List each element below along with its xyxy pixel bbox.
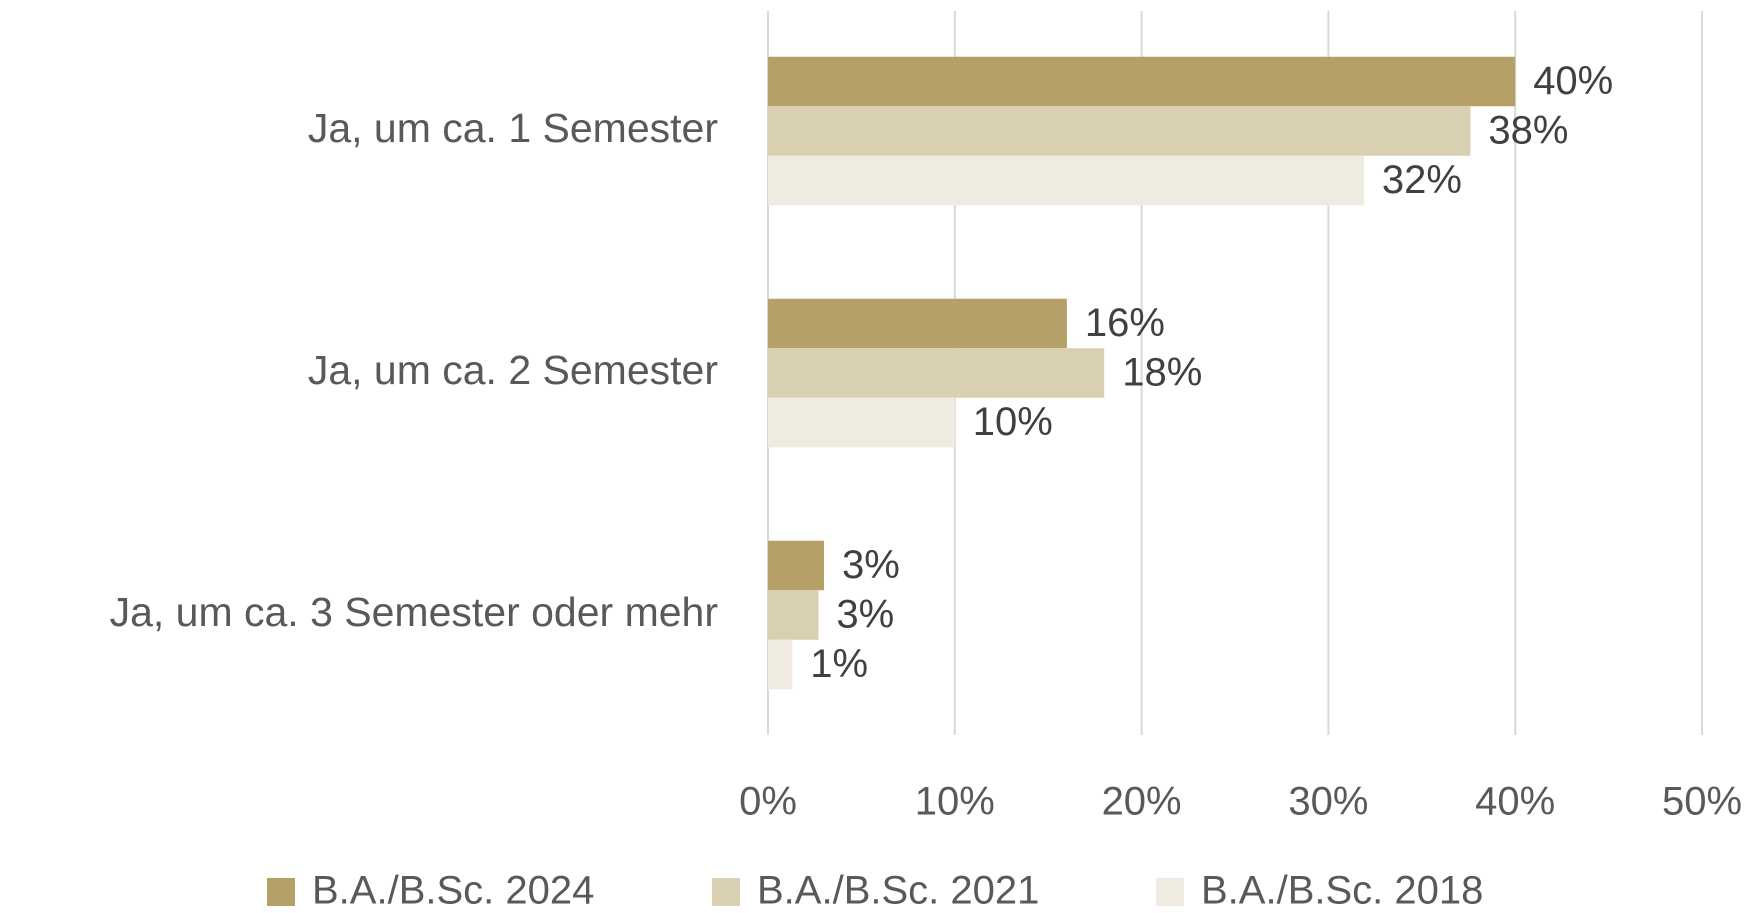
category-label: Ja, um ca. 3 Semester oder mehr (110, 589, 718, 635)
value-label: 32% (1382, 158, 1462, 202)
legend-label: B.A./B.Sc. 2021 (757, 869, 1039, 913)
x-tick-label: 40% (1475, 780, 1555, 824)
x-tick-label: 50% (1662, 780, 1742, 824)
x-tick-label: 10% (915, 780, 995, 824)
bar (768, 106, 1471, 156)
bar (768, 298, 1067, 349)
value-label: 38% (1488, 109, 1568, 153)
x-tick-label: 0% (739, 780, 797, 824)
category-label: Ja, um ca. 2 Semester (308, 347, 718, 393)
legend-swatch (712, 878, 740, 906)
value-label: 1% (810, 642, 868, 686)
bar (768, 56, 1516, 107)
legend-label: B.A./B.Sc. 2024 (312, 869, 594, 913)
bar (768, 348, 1105, 398)
value-label: 3% (842, 543, 900, 587)
value-label: 3% (836, 593, 894, 637)
legend-swatch (1156, 878, 1184, 906)
bar (768, 590, 819, 640)
bar (768, 397, 955, 448)
bar (768, 155, 1364, 206)
value-label: 18% (1122, 351, 1202, 395)
legend-label: B.A./B.Sc. 2018 (1201, 869, 1483, 913)
legend-swatch (267, 878, 295, 906)
category-label: Ja, um ca. 1 Semester (308, 105, 718, 151)
value-label: 40% (1533, 59, 1613, 103)
x-tick-label: 20% (1102, 780, 1182, 824)
value-label: 10% (973, 400, 1053, 444)
x-tick-label: 30% (1288, 780, 1368, 824)
bar (768, 540, 825, 591)
bar (768, 639, 793, 690)
value-label: 16% (1085, 301, 1165, 345)
